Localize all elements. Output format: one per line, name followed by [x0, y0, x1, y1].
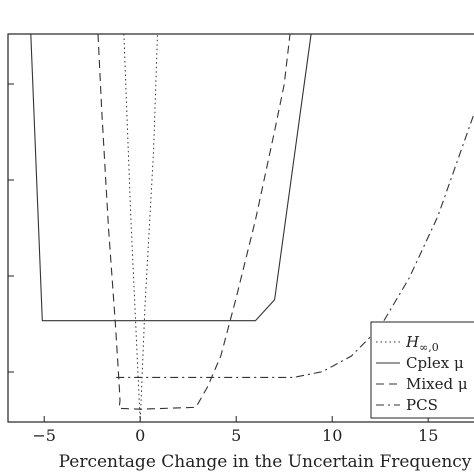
legend-box: [370, 321, 474, 419]
series-line-dashdot: [116, 112, 474, 378]
legend-label: H∞,0: [405, 333, 439, 354]
legend-label: Cplex μ: [406, 354, 464, 372]
x-tick-label: 5: [231, 426, 241, 445]
plot-area-frame: [7, 33, 474, 423]
x-tick-label: −5: [32, 426, 56, 445]
x-tick-label: 15: [418, 426, 438, 445]
series-layer: [30, 34, 474, 422]
series-line-dashed: [97, 34, 291, 410]
series-line-dotted: [123, 34, 158, 422]
x-tick-label: 0: [135, 426, 145, 445]
legend-label: Mixed μ: [406, 375, 468, 393]
x-tick-label: 10: [322, 426, 342, 445]
series-line-solid: [30, 34, 312, 322]
y-axis-ticks: [8, 83, 14, 373]
legend-label: PCS: [406, 396, 438, 414]
x-axis: −5 0 5 10 15: [32, 416, 438, 445]
x-axis-label: Percentage Change in the Uncertain Frequ…: [59, 452, 472, 472]
